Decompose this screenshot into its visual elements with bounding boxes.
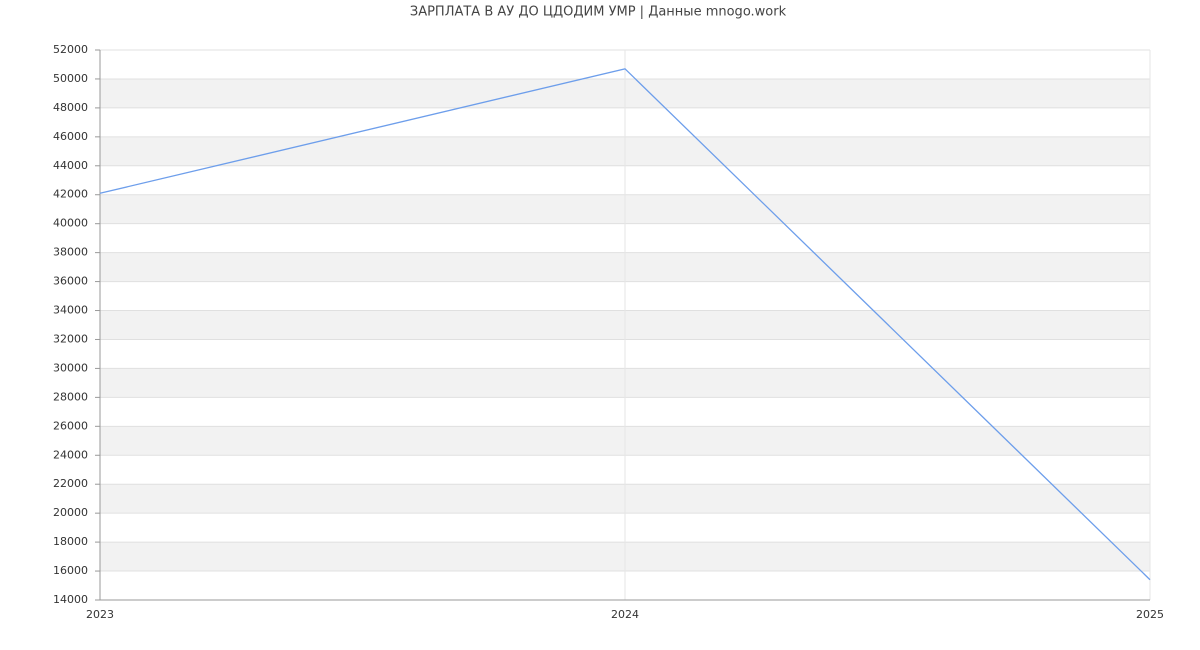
y-tick-label: 46000 — [53, 130, 88, 143]
y-tick-label: 48000 — [53, 101, 88, 114]
x-tick-label: 2023 — [86, 608, 114, 621]
y-tick-label: 18000 — [53, 535, 88, 548]
y-tick-label: 20000 — [53, 506, 88, 519]
y-tick-label: 50000 — [53, 72, 88, 85]
y-tick-label: 40000 — [53, 217, 88, 230]
x-tick-label: 2024 — [611, 608, 639, 621]
chart-title: ЗАРПЛАТА В АУ ДО ЦДОДИМ УМР | Данные mno… — [410, 5, 787, 20]
y-tick-label: 32000 — [53, 332, 88, 345]
y-tick-label: 28000 — [53, 390, 88, 403]
y-tick-label: 14000 — [53, 593, 88, 606]
y-tick-label: 26000 — [53, 419, 88, 432]
x-tick-label: 2025 — [1136, 608, 1164, 621]
y-tick-label: 38000 — [53, 246, 88, 259]
y-tick-label: 36000 — [53, 275, 88, 288]
y-tick-label: 52000 — [53, 43, 88, 56]
y-tick-label: 22000 — [53, 477, 88, 490]
y-tick-label: 44000 — [53, 159, 88, 172]
y-tick-label: 42000 — [53, 188, 88, 201]
data-line — [99, 68, 1151, 581]
y-tick-label: 30000 — [53, 361, 88, 374]
y-tick-label: 34000 — [53, 304, 88, 317]
y-tick-label: 16000 — [53, 564, 88, 577]
y-tick-label: 24000 — [53, 448, 88, 461]
